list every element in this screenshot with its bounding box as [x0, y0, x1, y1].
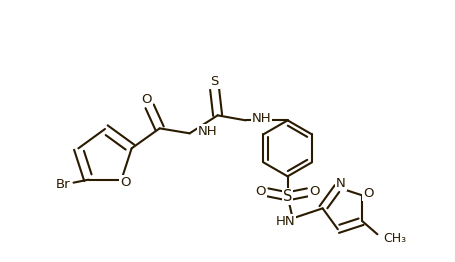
Text: O: O — [309, 185, 320, 198]
Text: Br: Br — [56, 178, 71, 191]
Text: N: N — [336, 177, 346, 190]
Text: S: S — [211, 75, 219, 88]
Text: HN: HN — [276, 215, 295, 228]
Text: NH: NH — [252, 112, 271, 125]
Text: S: S — [283, 189, 292, 204]
Text: O: O — [120, 176, 131, 189]
Text: O: O — [255, 185, 266, 198]
Text: O: O — [363, 187, 374, 200]
Text: CH₃: CH₃ — [384, 232, 407, 245]
Text: NH: NH — [197, 125, 217, 138]
Text: O: O — [142, 93, 152, 106]
